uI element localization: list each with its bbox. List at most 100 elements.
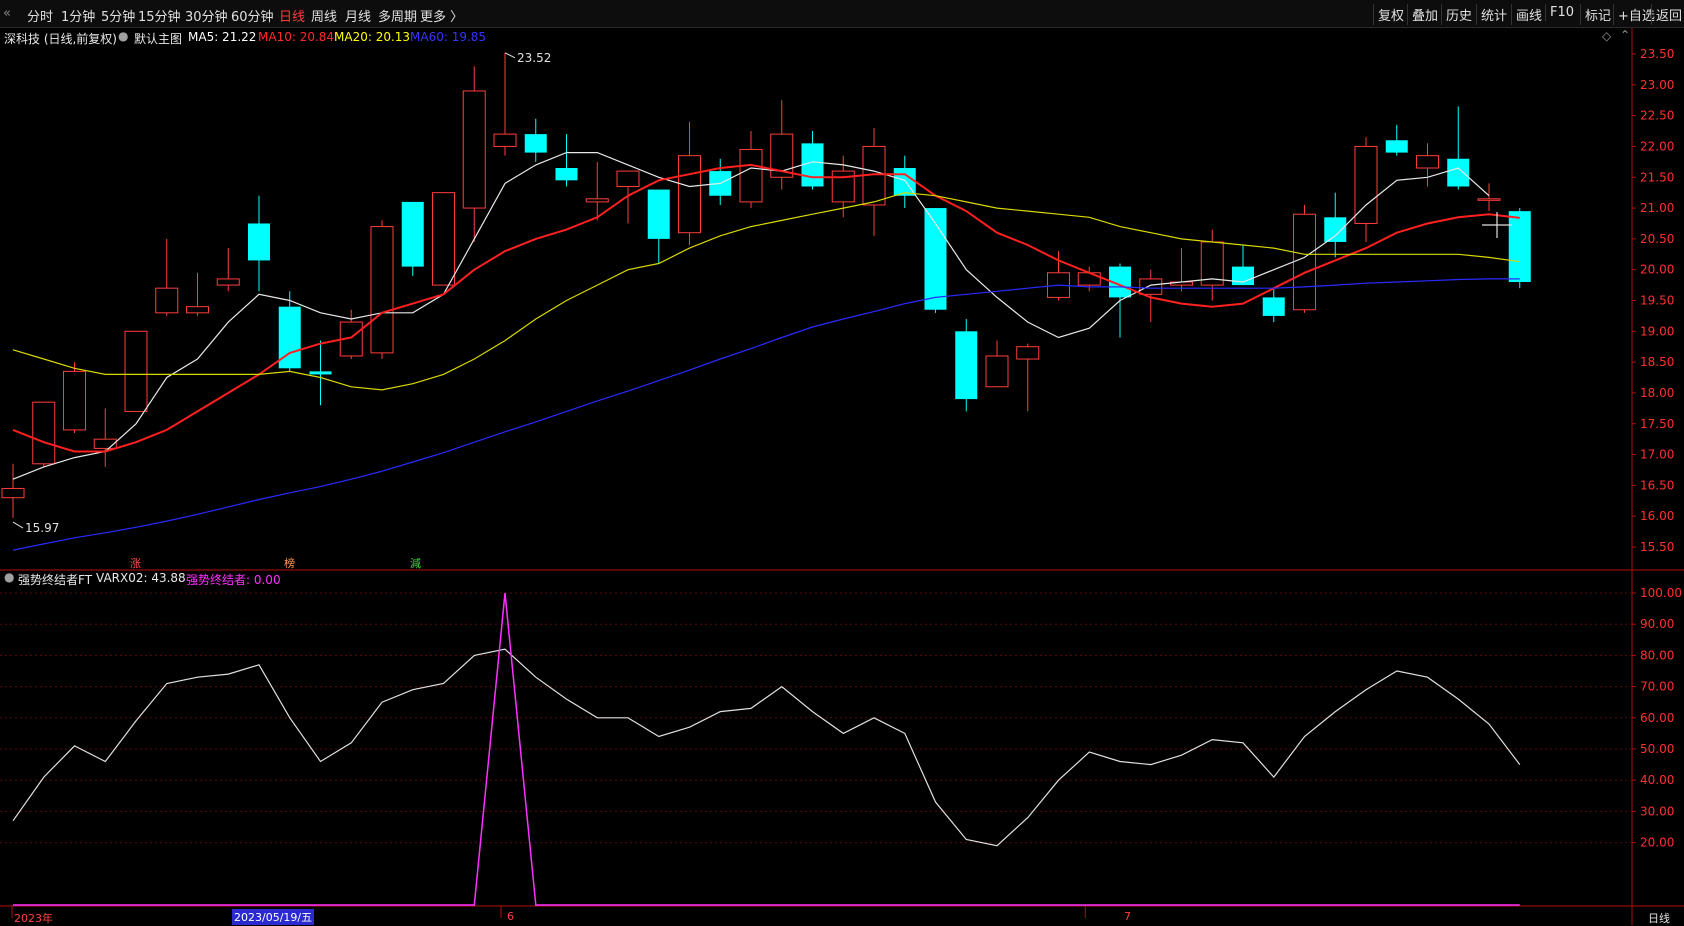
toolbar-button-5[interactable]: F10 bbox=[1545, 4, 1578, 21]
candle-body-up[interactable] bbox=[370, 226, 394, 354]
toolbar-button-0[interactable]: 复权 bbox=[1373, 4, 1408, 25]
indicator-tick-label: 30.00 bbox=[1640, 804, 1674, 818]
candle-body-down[interactable] bbox=[801, 143, 824, 187]
toolbar-button-3[interactable]: 统计 bbox=[1476, 4, 1511, 25]
crosshair-cursor bbox=[1482, 212, 1512, 238]
candle-body-up[interactable] bbox=[216, 278, 240, 286]
period-tab-7[interactable]: 周线 bbox=[311, 10, 338, 25]
candle-body-down[interactable] bbox=[1109, 266, 1131, 298]
candle-body-down[interactable] bbox=[1385, 140, 1408, 153]
candle-body-up[interactable] bbox=[1477, 198, 1501, 201]
diamond-icon[interactable]: ◇ bbox=[1602, 29, 1612, 43]
indicator-tick-label: 80.00 bbox=[1640, 648, 1674, 662]
candle-body-down[interactable] bbox=[248, 223, 270, 261]
period-tab-0[interactable]: 分时 bbox=[27, 10, 54, 25]
indicator-tick-label: 90.00 bbox=[1640, 617, 1674, 631]
min-price-label: 15.97 bbox=[25, 521, 59, 535]
candle-body-up[interactable] bbox=[678, 155, 701, 234]
candle-body-up[interactable] bbox=[770, 133, 794, 178]
period-tab-6[interactable]: 日线 bbox=[279, 10, 306, 25]
candle-body-down[interactable] bbox=[524, 134, 547, 153]
candle-body-up[interactable] bbox=[1, 487, 25, 499]
indicator-menu-icon[interactable]: ● bbox=[4, 570, 15, 584]
price-tick-label: 17.00 bbox=[1640, 448, 1674, 462]
varx02-line bbox=[12, 648, 1521, 847]
candle-body-down[interactable] bbox=[555, 168, 578, 181]
candle-body-down[interactable] bbox=[924, 208, 947, 310]
candle-body-up[interactable] bbox=[124, 330, 148, 412]
indicator-tick-label: 40.00 bbox=[1640, 773, 1674, 787]
indicator-tick-label: 100.00 bbox=[1640, 586, 1682, 600]
price-tick-label: 20.50 bbox=[1640, 232, 1674, 246]
candle-body-up[interactable] bbox=[32, 401, 56, 465]
period-toolbar: 分时 1分钟 5分钟 15分钟 30分钟 60分钟 日线 周线 月线 多周期 更多 〉 « 复权 叠加 历史… bbox=[0, 0, 1684, 28]
candle-body-up[interactable] bbox=[1416, 155, 1439, 169]
toolbar-button-1[interactable]: 叠加 bbox=[1407, 4, 1442, 25]
period-tab-8[interactable]: 月线 bbox=[345, 10, 372, 25]
candle-body-down[interactable] bbox=[1262, 297, 1285, 316]
toolbar-button-4[interactable]: 画线 bbox=[1511, 4, 1546, 25]
stock-chart[interactable]: 15.50 16.00 16.50 17.00 17.50 18.00 18.50 19.00… bbox=[0, 28, 1684, 925]
indicator-tick-label: 60.00 bbox=[1640, 711, 1674, 725]
period-tab-4[interactable]: 30分钟 bbox=[185, 10, 228, 25]
ma-line-ma60 bbox=[12, 278, 1520, 551]
price-tick-label: 16.50 bbox=[1640, 478, 1674, 492]
candle-body-up[interactable] bbox=[1016, 346, 1040, 360]
toolbar-button-2[interactable]: 历史 bbox=[1441, 4, 1476, 25]
candle-body-down[interactable] bbox=[647, 189, 670, 239]
toolbar-button-6[interactable]: 标记 bbox=[1580, 4, 1615, 25]
price-tick-label: 15.50 bbox=[1640, 540, 1674, 554]
chevron-up-icon[interactable]: ⌃ bbox=[1620, 28, 1631, 42]
period-tab-2[interactable]: 5分钟 bbox=[101, 10, 136, 25]
candle-body-up[interactable] bbox=[739, 149, 763, 203]
candle-body-down[interactable] bbox=[1324, 217, 1347, 242]
candle-body-up[interactable] bbox=[831, 170, 855, 203]
period-tab-9[interactable]: 多周期 bbox=[378, 10, 418, 25]
time-label-cursor-date: 2023/05/19/五 bbox=[232, 909, 315, 925]
candle-body-up[interactable] bbox=[186, 306, 209, 314]
marker-jian[interactable]: 減 bbox=[410, 557, 421, 570]
indicator-name-label[interactable]: 强势终结者FT bbox=[18, 573, 93, 587]
candle-body-down[interactable] bbox=[1232, 266, 1254, 286]
candle-body-down[interactable] bbox=[278, 306, 301, 369]
candle-body-up[interactable] bbox=[1354, 145, 1378, 224]
candle-body-up[interactable] bbox=[616, 170, 640, 187]
candle-body-up[interactable] bbox=[63, 370, 86, 431]
candle-body-up[interactable] bbox=[1293, 213, 1316, 311]
toolbar-button-8[interactable]: 返回 bbox=[1651, 4, 1684, 25]
ma5-label: MA5: 21.22 bbox=[188, 30, 257, 44]
candle-body-down[interactable] bbox=[1447, 158, 1470, 187]
max-price-label: 23.52 bbox=[517, 51, 551, 65]
price-tick-label: 22.00 bbox=[1640, 139, 1674, 153]
ma-line-ma20 bbox=[12, 192, 1520, 391]
price-tick-label: 18.00 bbox=[1640, 386, 1674, 400]
candle-body-up[interactable] bbox=[493, 133, 517, 147]
signal-label: 强势终结者: 0.00 bbox=[186, 573, 281, 587]
candle-body-up[interactable] bbox=[985, 355, 1009, 388]
period-tab-3[interactable]: 15分钟 bbox=[138, 10, 181, 25]
collapse-icon[interactable]: « bbox=[3, 6, 11, 21]
candle-body-down[interactable] bbox=[401, 201, 424, 267]
signal-line bbox=[13, 592, 1520, 906]
candle-body-down[interactable] bbox=[1508, 211, 1531, 283]
min-price-pointer bbox=[12, 521, 24, 529]
settings-circle-icon[interactable]: ● bbox=[118, 29, 129, 43]
candle-body-up[interactable] bbox=[155, 287, 179, 314]
marker-bang[interactable]: 榜 bbox=[284, 557, 295, 570]
candle-body-down[interactable] bbox=[955, 331, 978, 400]
period-tab-1[interactable]: 1分钟 bbox=[61, 10, 96, 25]
stock-name-label[interactable]: 深科技 (日线,前复权) bbox=[4, 32, 117, 46]
candle-body-up[interactable] bbox=[1139, 278, 1163, 295]
candle-body-up[interactable] bbox=[585, 198, 609, 203]
template-label[interactable]: 默认主图 bbox=[134, 32, 183, 46]
candle-body-up[interactable] bbox=[432, 192, 455, 286]
indicator-tick-label: 20.00 bbox=[1640, 836, 1674, 850]
candle-body-up[interactable] bbox=[93, 438, 117, 449]
candle-body-up[interactable] bbox=[462, 90, 486, 209]
period-tab-5[interactable]: 60分钟 bbox=[231, 10, 274, 25]
candle-body-up[interactable] bbox=[1077, 272, 1101, 286]
candle-body-down[interactable] bbox=[309, 371, 332, 375]
period-tab-10[interactable]: 更多 〉 bbox=[420, 10, 464, 25]
marker-zhang[interactable]: 涨 bbox=[130, 557, 141, 570]
toolbar-button-7[interactable]: +自选 bbox=[1613, 4, 1659, 25]
